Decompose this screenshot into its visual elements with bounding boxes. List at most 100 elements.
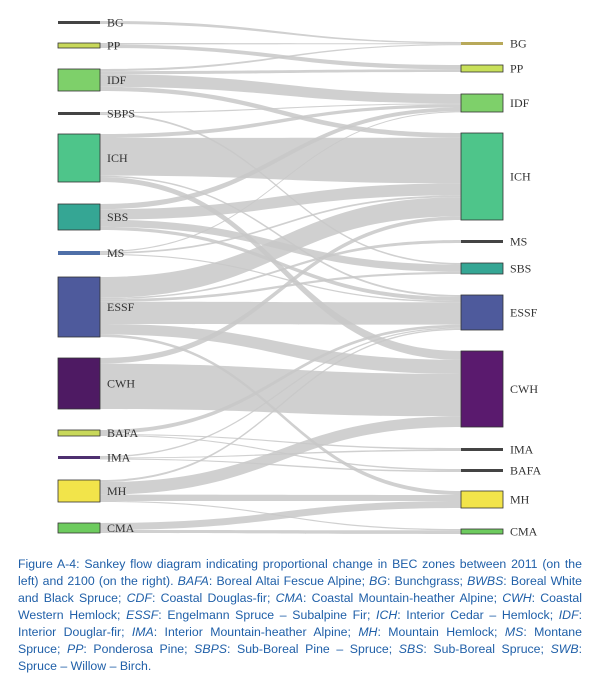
left-node-ima [58,456,100,459]
left-label-idf: IDF [107,73,127,87]
caption-text: : Ponderosa Pine; [83,642,195,656]
caption-abbrev: SBS [398,642,424,656]
flow-cwh-to-cwh [100,363,461,417]
left-label-cwh: CWH [107,377,135,391]
right-node-ms [461,240,503,243]
right-label-ich: ICH [510,170,531,184]
flow-essf-to-ms [100,240,461,300]
caption-abbrev: CWH [502,591,532,605]
flow-essf-to-mh [100,334,461,495]
caption-abbrev: ICH [376,608,398,622]
right-node-essf [460,294,504,331]
caption-text: : Interior Douglar-fir; [18,608,582,639]
flow-links [100,21,461,534]
flow-ich-to-essf [100,175,461,297]
caption-abbrev: BG [369,574,387,588]
caption-text: Figure A-4: Sankey flow diagram indicati… [18,557,582,588]
caption-abbrev: SWB [550,642,579,656]
caption-abbrev: IMA [131,625,154,639]
caption-text: : Coastal Mountain-heather Alpine; [302,591,503,605]
flow-ima-to-essf [100,327,461,458]
flow-sbs-to-idf [100,107,461,210]
flow-essf-to-cwh [100,323,461,374]
left-node-cma [57,522,101,534]
flow-mh-to-cwh [100,416,461,495]
flow-bafa-to-ima [100,434,461,450]
left-node-essf [57,276,101,338]
left-node-sbs [57,203,101,231]
caption-abbrev: CDF [126,591,152,605]
flow-essf-to-essf [100,301,461,325]
left-label-ms: MS [107,246,124,260]
flow-cwh-to-ich [100,216,461,364]
left-label-bafa: BAFA [107,426,138,440]
right-label-ms: MS [510,235,527,249]
left-label-mh: MH [107,484,127,498]
right-node-cwh [460,350,504,428]
caption-text: : Bunchgrass; [386,574,468,588]
flow-idf-to-bg [100,44,461,72]
flow-sbs-to-essf [100,226,461,301]
left-label-sbps: SBPS [107,107,135,121]
caption-text: : Coastal Douglas-fir; [151,591,276,605]
flow-bafa-to-essf [100,324,461,434]
caption-text: : Spruce – Willow – Birch. [18,642,582,673]
caption-text: : Interior Cedar – Hemlock; [397,608,559,622]
caption-abbrev: MS [504,625,524,639]
flow-sbps-to-sbs [100,113,461,265]
flow-idf-to-ich [100,86,461,138]
right-label-idf: IDF [510,96,530,110]
right-label-sbs: SBS [510,262,531,276]
flow-idf-to-pp [100,69,461,75]
flow-sbps-to-idf [100,103,461,114]
right-label-ima: IMA [510,443,534,457]
right-node-bg [461,42,503,45]
caption-abbrev: ESSF [126,608,159,622]
caption-abbrev: SBPS [194,642,227,656]
caption-abbrev: PP [67,642,84,656]
left-node-mh [57,479,101,503]
caption-abbrev: BWBS [467,574,504,588]
left-label-bg: BG [107,16,124,30]
caption-text: : Mountain Hemlock; [377,625,505,639]
flow-mh-to-essf [100,328,461,483]
left-label-ich: ICH [107,151,128,165]
right-node-sbs [460,262,504,275]
left-node-bafa [57,429,101,437]
flow-pp-to-bg [100,43,461,45]
right-node-mh [460,490,504,509]
left-node-bg [58,21,100,24]
left-label-essf: ESSF [107,300,135,314]
flow-ms-to-ich [100,195,461,254]
flow-ich-to-cwh [100,177,461,360]
caption-text: : Sub-Boreal Pine – Spruce; [226,642,399,656]
caption-abbrev: MH [358,625,378,639]
left-node-cwh [57,357,101,410]
flow-ms-to-essf [100,253,461,303]
flow-essf-to-ich [100,197,461,298]
right-node-ich [460,132,504,221]
right-label-essf: ESSF [510,306,538,320]
right-label-cwh: CWH [510,382,538,396]
flow-ich-to-ich [100,137,461,184]
zone-nodes [57,21,504,535]
flow-sbs-to-ich [100,183,461,220]
left-label-pp: PP [107,39,121,53]
flow-essf-to-sbs [100,271,461,302]
right-node-pp [460,64,504,73]
right-node-ima [461,448,503,451]
right-node-cma [460,528,504,535]
left-node-pp [57,42,101,49]
zone-labels: BG PP IDF SBPS ICH SBS MS ESSF CWH BAFA IMA MH CMA BG… [107,16,541,539]
caption-abbrev: IDF [558,608,579,622]
left-node-ms [58,251,100,255]
right-label-bafa: BAFA [510,464,541,478]
left-label-cma: CMA [107,521,135,535]
left-node-sbps [58,112,100,115]
left-label-sbs: SBS [107,210,128,224]
flow-mh-to-mh [100,494,461,501]
flow-ms-to-idf [100,111,461,253]
left-node-ich [57,133,101,183]
right-label-cma: CMA [510,525,538,539]
caption-abbrev: CMA [275,591,303,605]
